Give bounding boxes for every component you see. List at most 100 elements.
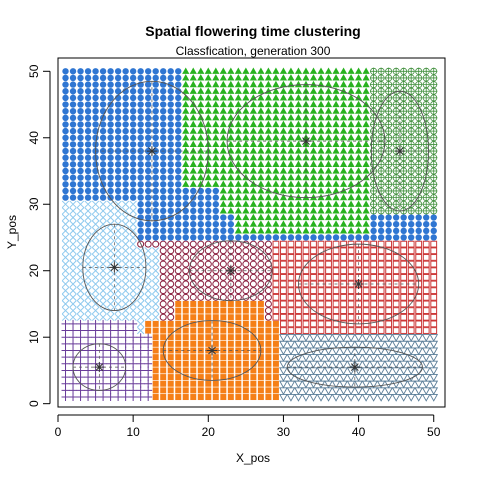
cluster-8-point (272, 354, 279, 361)
cluster-6-point (310, 267, 317, 275)
cluster-4-point (137, 273, 145, 282)
cluster-1-point (129, 121, 137, 128)
cluster-2-point (339, 213, 348, 221)
cluster-5-point (182, 287, 190, 295)
cluster-8-point (257, 320, 264, 327)
cluster-2-point (219, 127, 227, 134)
cluster-4-point (152, 247, 160, 255)
cluster-2-point (212, 167, 220, 174)
cluster-8-point (242, 327, 249, 334)
cluster-5-point (257, 273, 265, 281)
cluster-6-point (377, 307, 385, 315)
cluster-2-point (309, 160, 318, 167)
cluster-1-point (400, 220, 407, 228)
cluster-2-point (279, 80, 288, 88)
cluster-2-point (279, 74, 288, 81)
cluster-4-point (114, 227, 122, 235)
cluster-8-point (182, 340, 189, 347)
cluster-1-point (137, 174, 144, 181)
cluster-2-point (279, 173, 288, 181)
cluster-2-point (242, 187, 250, 194)
cluster-3-point (385, 127, 393, 135)
cluster-1-point (152, 234, 159, 241)
cluster-8-point (257, 307, 264, 314)
cluster-6-point (377, 327, 385, 334)
cluster-2-point (227, 173, 235, 181)
cluster-2-point (279, 213, 288, 221)
cluster-9-point (279, 347, 288, 356)
cluster-2-point (309, 100, 318, 108)
cluster-1-point (167, 220, 174, 228)
cluster-1-point (137, 74, 144, 82)
cluster-4-point (99, 220, 107, 228)
cluster-1-point (167, 107, 174, 115)
cluster-3-point (422, 187, 430, 195)
cluster-9-point (361, 347, 371, 356)
cluster-8-point (197, 360, 204, 367)
cluster-9-point (316, 387, 326, 396)
cluster-4-point (69, 293, 77, 301)
cluster-1-point (160, 234, 167, 241)
cluster-1-point (407, 214, 415, 221)
cluster-3-point (385, 67, 393, 75)
cluster-2-point (264, 107, 273, 114)
cluster-8-point (152, 320, 159, 327)
cluster-6-point (377, 267, 385, 275)
cluster-2-point (362, 220, 370, 227)
cluster-2-point (212, 120, 220, 128)
cluster-2-point (324, 140, 333, 148)
cluster-4-point (129, 227, 137, 235)
cluster-2-point (287, 227, 295, 234)
cluster-1-point (167, 68, 174, 75)
cluster-9-point (339, 334, 348, 342)
cluster-6-point (400, 267, 408, 275)
cluster-1-point (377, 234, 385, 241)
cluster-1-point (197, 234, 204, 241)
cluster-9-point (384, 367, 394, 376)
cluster-2-point (279, 67, 288, 74)
cluster-1-point (175, 167, 182, 175)
cluster-2-point (272, 94, 280, 101)
cluster-1-point (190, 234, 197, 241)
cluster-1-point (99, 88, 107, 95)
cluster-8-point (265, 367, 272, 374)
cluster-3-point (377, 180, 385, 188)
cluster-9-point (369, 393, 378, 402)
cluster-6-point (370, 267, 378, 275)
cluster-1-point (152, 220, 159, 228)
cluster-6-point (340, 320, 347, 328)
cluster-2-point (287, 133, 295, 141)
cluster-5-point (159, 267, 167, 275)
cluster-2-point (354, 200, 363, 207)
cluster-1-point (99, 101, 107, 108)
cluster-1-point (430, 214, 437, 221)
cluster-1-point (144, 134, 152, 141)
cluster-2-point (294, 227, 303, 234)
cluster-2-point (287, 114, 295, 121)
cluster-8-point (220, 314, 227, 321)
cluster-1-point (99, 134, 107, 141)
cluster-2-point (287, 213, 295, 221)
cluster-5-point (174, 293, 182, 301)
cluster-1-point (84, 181, 92, 188)
cluster-2-point (294, 180, 303, 187)
cluster-1-point (182, 207, 189, 215)
cluster-1-point (77, 181, 84, 188)
cluster-8-point (220, 334, 227, 341)
cluster-8-point (175, 314, 182, 321)
cluster-3-point (400, 200, 408, 208)
cluster-1-point (129, 141, 137, 148)
cluster-2-point (197, 133, 205, 141)
cluster-8-point (152, 354, 159, 361)
cluster-9-point (309, 374, 318, 382)
cluster-6-point (430, 300, 438, 308)
cluster-2-point (332, 147, 340, 154)
cluster-5-point (242, 260, 250, 268)
cluster-2-point (264, 213, 273, 221)
cluster-2-point (294, 153, 303, 161)
cluster-6-point (415, 260, 423, 268)
cluster-6-point (332, 254, 340, 261)
cluster-5-point (167, 253, 175, 261)
cluster-1-point (227, 220, 235, 228)
cluster-6-point (332, 260, 340, 268)
